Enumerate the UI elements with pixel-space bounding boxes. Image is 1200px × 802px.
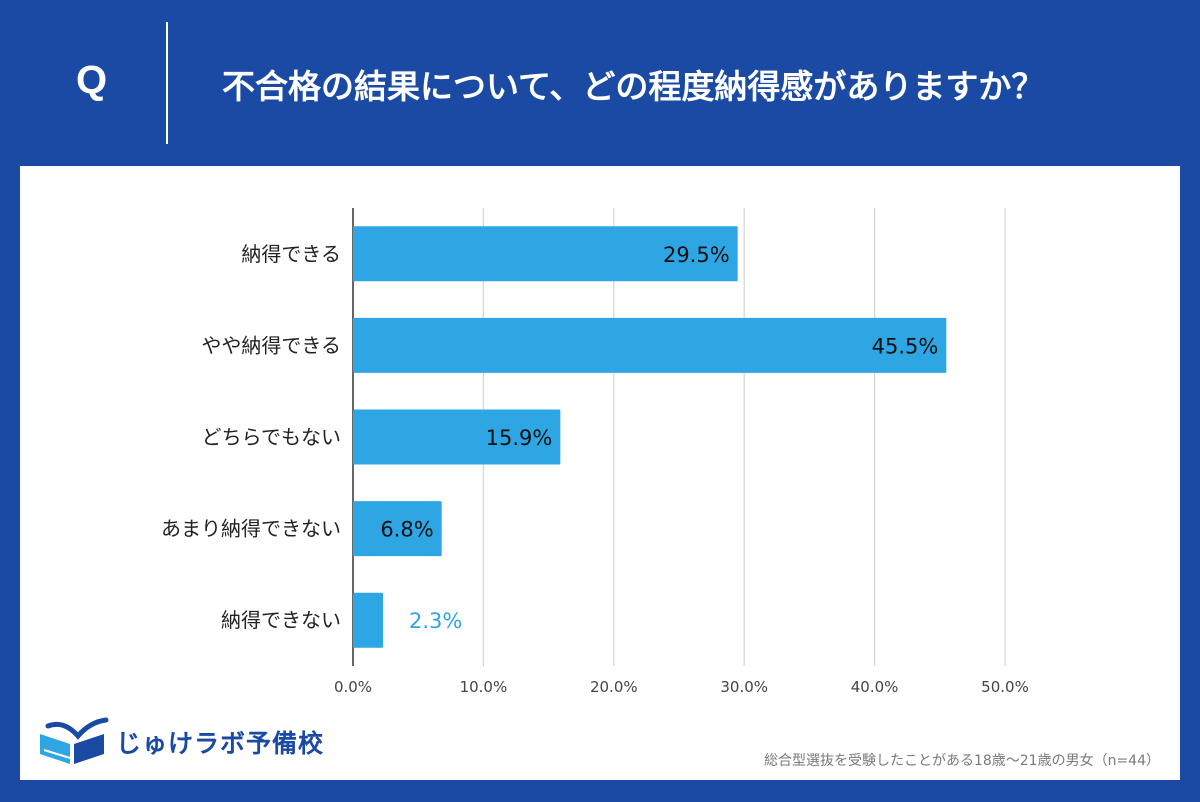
data-label: 45.5% [872, 334, 939, 358]
data-label: 15.9% [486, 426, 553, 450]
x-tick-label: 50.0% [981, 678, 1029, 696]
category-label: どちらでもない [202, 425, 341, 449]
x-tick-label: 0.0% [334, 678, 372, 696]
brand-name: じゅけラボ予備校 [116, 729, 325, 758]
category-label: やや納得できる [201, 333, 341, 357]
x-tick-label: 30.0% [720, 678, 768, 696]
x-tick-label: 40.0% [851, 678, 899, 696]
category-label: あまり納得できない [161, 517, 341, 541]
header: Q 不合格の結果について、どの程度納得感がありますか？ [0, 0, 1200, 165]
x-tick-label: 20.0% [590, 678, 638, 696]
category-label: 納得できる [241, 242, 341, 266]
x-tick-label: 10.0% [460, 678, 508, 696]
question-title: 不合格の結果について、どの程度納得感がありますか？ [222, 67, 1045, 106]
bar [353, 409, 561, 465]
header-divider [166, 22, 168, 144]
bar [353, 592, 383, 648]
category-label: 納得できない [221, 608, 341, 632]
data-label: 29.5% [663, 243, 730, 267]
open-book-logo-icon [40, 717, 109, 764]
data-label: 2.3% [409, 609, 462, 633]
sample-note: 総合型選抜を受験したことがある18歳～21歳の男女（n=44） [763, 753, 1160, 769]
bar-chart: 0.0% 10.0% 20.0% 30.0% 40.0% 50.0% 納得できる 29.5% や… [161, 208, 1029, 696]
bar [353, 317, 947, 373]
chart-panel: 0.0% 10.0% 20.0% 30.0% 40.0% 50.0% 納得できる 29.5% や… [20, 166, 1180, 780]
bar [353, 226, 738, 282]
brand-logo: じゅけラボ予備校 [34, 716, 324, 768]
question-mark-label: Q [76, 58, 108, 102]
bar [353, 501, 442, 557]
data-label: 6.8% [380, 518, 433, 542]
